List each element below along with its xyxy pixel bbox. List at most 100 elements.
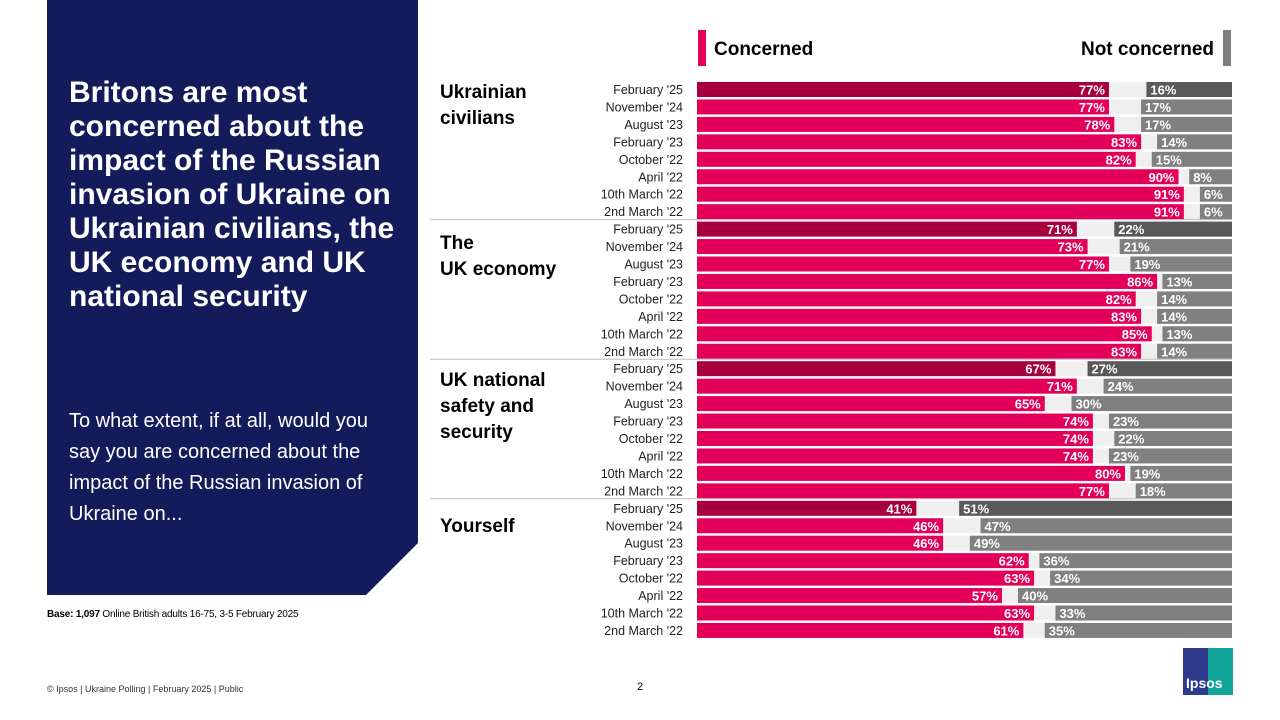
value-label-concerned: 63% (1004, 606, 1030, 621)
value-label-concerned: 82% (1106, 152, 1132, 167)
value-label-concerned: 61% (993, 623, 1019, 638)
bar-not-concerned (1146, 82, 1232, 97)
bar-concerned (697, 221, 1077, 237)
value-label-not-concerned: 6% (1204, 205, 1223, 220)
legend-swatch-concerned (698, 30, 706, 66)
bar-not-concerned (980, 518, 1232, 534)
bar-concerned (697, 308, 1142, 324)
bar-concerned (697, 378, 1077, 394)
bar-concerned (697, 99, 1109, 115)
group-label: The UK economy (440, 233, 557, 280)
value-label-concerned: 78% (1084, 117, 1110, 132)
value-label-concerned: 83% (1111, 135, 1137, 150)
bar-not-concerned (1103, 378, 1232, 394)
row-date-label: April '22 (638, 310, 683, 324)
bar-concerned (697, 518, 944, 534)
row-date-label: April '22 (638, 449, 683, 463)
row-date-label: 10th March '22 (601, 607, 683, 621)
ipsos-logo: Ipsos (1183, 648, 1233, 695)
row-date-label: 2nd March '22 (604, 484, 683, 498)
value-label-not-concerned: 13% (1166, 274, 1192, 289)
bar-concerned (697, 588, 1002, 604)
bar-concerned (697, 605, 1035, 621)
row-date-label: February '23 (613, 415, 683, 429)
value-label-not-concerned: 34% (1054, 571, 1080, 586)
page-title: Britons are most concerned about the imp… (69, 76, 395, 313)
value-label-not-concerned: 22% (1118, 432, 1144, 447)
bar-not-concerned (1199, 204, 1232, 220)
bar-not-concerned (1130, 465, 1232, 481)
bar-not-concerned (1114, 221, 1232, 237)
legend-swatch-not-concerned (1223, 30, 1231, 66)
value-label-concerned: 74% (1063, 414, 1089, 429)
group-label: Ukrainian civilians (440, 82, 527, 129)
row-date-label: February '25 (613, 502, 683, 516)
value-label-not-concerned: 27% (1092, 362, 1118, 377)
value-label-not-concerned: 24% (1108, 379, 1134, 394)
bar-not-concerned (1162, 326, 1232, 342)
bar-concerned (697, 116, 1115, 132)
value-label-not-concerned: 30% (1076, 397, 1102, 412)
value-label-not-concerned: 36% (1043, 554, 1069, 569)
row-date-label: April '22 (638, 170, 683, 184)
row-date-label: November '24 (606, 519, 683, 533)
value-label-not-concerned: 14% (1161, 292, 1187, 307)
value-label-concerned: 74% (1063, 432, 1089, 447)
value-label-concerned: 77% (1079, 484, 1105, 499)
bar-concerned (697, 134, 1142, 150)
bar-not-concerned (1130, 256, 1232, 272)
bar-not-concerned (1151, 151, 1232, 167)
bar-not-concerned (1039, 553, 1232, 569)
title-panel: Britons are most concerned about the imp… (47, 0, 418, 595)
value-label-concerned: 90% (1148, 170, 1174, 185)
bar-not-concerned (1162, 273, 1232, 289)
bar-not-concerned (1157, 308, 1232, 324)
bar-not-concerned (1055, 605, 1232, 621)
value-label-not-concerned: 21% (1124, 240, 1150, 255)
row-date-label: November '24 (606, 380, 683, 394)
bar-not-concerned (1114, 431, 1232, 446)
row-date-label: October '22 (619, 292, 683, 306)
value-label-concerned: 77% (1079, 83, 1105, 98)
value-label-concerned: 57% (972, 589, 998, 604)
value-label-concerned: 71% (1047, 379, 1073, 394)
row-date-label: October '22 (619, 572, 683, 586)
bar-not-concerned (1087, 361, 1232, 377)
bar-concerned (697, 535, 944, 551)
row-date-label: August '23 (624, 537, 683, 551)
bar-not-concerned (1141, 116, 1232, 132)
bar-not-concerned (1141, 99, 1232, 115)
value-label-not-concerned: 49% (974, 536, 1000, 551)
value-label-concerned: 77% (1079, 257, 1105, 272)
value-label-concerned: 91% (1154, 187, 1180, 202)
row-date-label: 10th March '22 (601, 467, 683, 481)
bar-not-concerned (1157, 343, 1232, 359)
bar-concerned (697, 291, 1136, 307)
row-date-label: 2nd March '22 (604, 205, 683, 219)
bar-not-concerned (1108, 413, 1232, 429)
bar-concerned (697, 431, 1093, 446)
value-label-not-concerned: 51% (963, 501, 989, 516)
value-label-not-concerned: 23% (1113, 414, 1139, 429)
bar-not-concerned (1157, 291, 1232, 307)
bar-not-concerned (969, 535, 1232, 551)
value-label-concerned: 63% (1004, 571, 1030, 586)
value-label-concerned: 80% (1095, 466, 1121, 481)
base-bold: Base: 1,097 (47, 609, 100, 620)
bar-not-concerned (1119, 239, 1232, 255)
bar-concerned (697, 343, 1142, 359)
row-date-label: October '22 (619, 153, 683, 167)
bar-concerned (697, 483, 1109, 499)
base-note: Base: 1,097 Online British adults 16-75,… (47, 609, 299, 620)
bar-concerned (697, 273, 1158, 289)
value-label-concerned: 85% (1122, 327, 1148, 342)
value-label-not-concerned: 33% (1059, 606, 1085, 621)
bar-concerned (697, 465, 1125, 481)
row-date-label: November '24 (606, 240, 683, 254)
bar-concerned (697, 622, 1024, 638)
value-label-concerned: 91% (1154, 205, 1180, 220)
legend-not-concerned: Not concerned (1081, 39, 1214, 60)
bar-concerned (697, 186, 1184, 202)
value-label-not-concerned: 14% (1161, 135, 1187, 150)
